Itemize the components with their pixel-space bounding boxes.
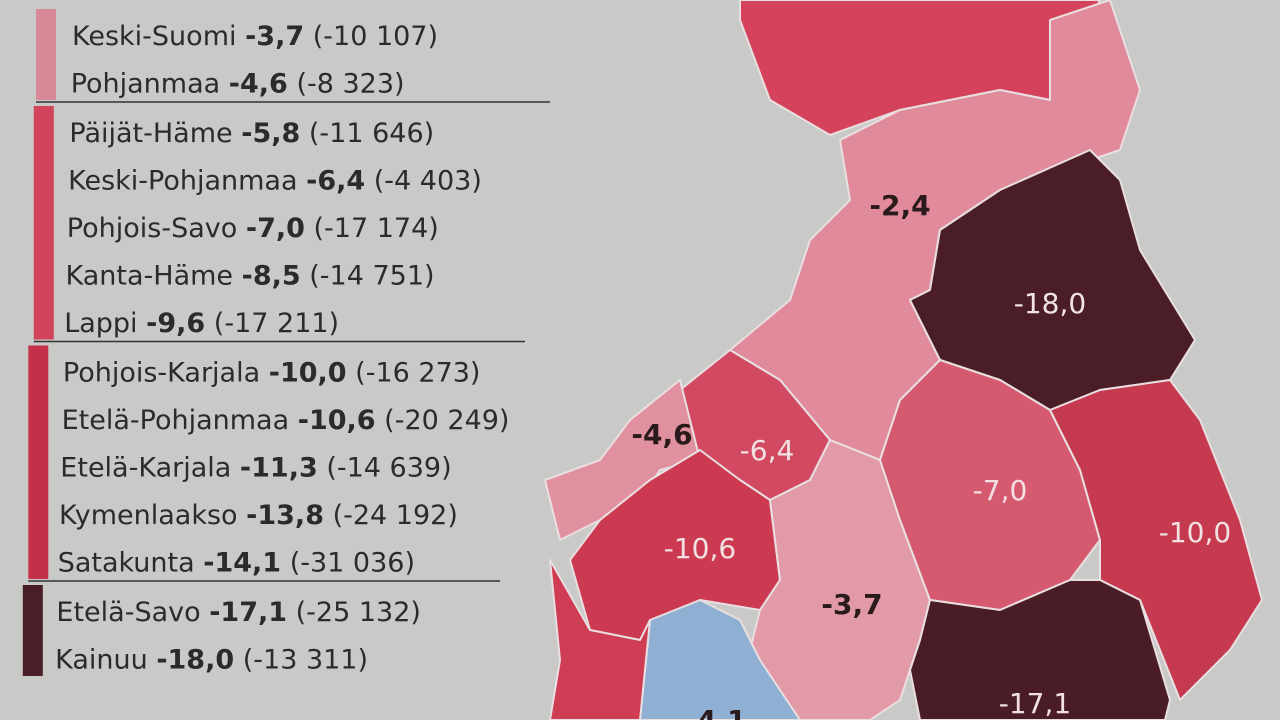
change-percent: -7,0 bbox=[246, 213, 305, 244]
group-swatch bbox=[33, 106, 54, 340]
region-name: Etelä-Pohjanmaa bbox=[62, 405, 290, 436]
region-name: Kainuu bbox=[55, 645, 148, 676]
legend-row: Etelä-Savo -17,1 (-25 132) bbox=[56, 597, 421, 628]
legend-row: Keski-Suomi -3,7 (-10 107) bbox=[72, 21, 438, 52]
change-percent: -18,0 bbox=[156, 645, 234, 676]
region bbox=[909, 579, 1171, 720]
change-count: (-17 174) bbox=[314, 213, 439, 244]
region-name: Päijät-Häme bbox=[69, 118, 232, 149]
change-count: (-25 132) bbox=[296, 597, 421, 628]
legend-row: Päijät-Häme -5,8 (-11 646) bbox=[69, 118, 434, 149]
region-name: Keski-Suomi bbox=[72, 21, 237, 52]
change-percent: -6,4 bbox=[306, 166, 365, 197]
change-count: (-24 192) bbox=[333, 500, 458, 531]
region-name: Lappi bbox=[64, 308, 137, 339]
change-percent: -3,7 bbox=[245, 21, 304, 52]
region bbox=[639, 599, 801, 720]
map-label: -4,6 bbox=[631, 418, 692, 451]
change-count: (-14 639) bbox=[326, 453, 451, 484]
legend: Keski-Suomi -3,7 (-10 107) Pohjanmaa -4,6… bbox=[22, 9, 550, 676]
legend-row: Kymenlaakso -13,8 (-24 192) bbox=[59, 500, 458, 531]
region-name: Kymenlaakso bbox=[59, 500, 238, 531]
change-count: (-10 107) bbox=[313, 21, 438, 52]
change-percent: -9,6 bbox=[146, 308, 205, 339]
legend-row: Etelä-Karjala -11,3 (-14 639) bbox=[60, 453, 451, 484]
change-count: (-11 646) bbox=[309, 118, 434, 149]
legend-row: Satakunta -14,1 (-31 036) bbox=[58, 548, 415, 579]
legend-row: Kainuu -18,0 (-13 311) bbox=[55, 645, 368, 676]
change-percent: -17,1 bbox=[209, 597, 287, 628]
group-swatch bbox=[36, 9, 56, 100]
legend-row: Etelä-Pohjanmaa -10,6 (-20 249) bbox=[62, 405, 510, 436]
legend-row: Keski-Pohjanmaa -6,4 (-4 403) bbox=[68, 166, 482, 197]
region-name: Pohjanmaa bbox=[71, 69, 221, 100]
change-percent: -5,8 bbox=[241, 118, 300, 149]
map-labels: -2,4 -18,0 -4,6 -6,4 -7,0 -10,0 -10,6 -3,7 -17,1… bbox=[631, 189, 1231, 720]
map-label: -2,4 bbox=[869, 189, 930, 222]
legend-row: Lappi -9,6 (-17 211) bbox=[64, 308, 339, 339]
change-percent: -10,0 bbox=[269, 358, 347, 389]
change-count: (-20 249) bbox=[384, 405, 509, 436]
region-name: Etelä-Savo bbox=[56, 597, 200, 628]
change-percent: -8,5 bbox=[242, 261, 301, 292]
map-label: -6,4 bbox=[740, 434, 795, 467]
region bbox=[879, 359, 1101, 611]
legend-row: Pohjois-Karjala -10,0 (-16 273) bbox=[63, 358, 481, 389]
legend-row: Pohjois-Savo -7,0 (-17 174) bbox=[67, 213, 439, 244]
change-percent: -4,6 bbox=[229, 69, 288, 100]
map-label: -3,7 bbox=[821, 588, 882, 621]
region-name: Pohjois-Karjala bbox=[63, 358, 260, 389]
region bbox=[1049, 379, 1263, 701]
change-count: (-31 036) bbox=[290, 548, 415, 579]
region-name: Keski-Pohjanmaa bbox=[68, 166, 297, 197]
map-label: -4,1 bbox=[685, 704, 746, 720]
change-count: (-17 211) bbox=[214, 308, 339, 339]
change-count: (-4 403) bbox=[374, 166, 482, 197]
map-label: -7,0 bbox=[973, 474, 1028, 507]
map-label: -10,6 bbox=[664, 532, 736, 565]
change-count: (-8 323) bbox=[296, 69, 404, 100]
region-name: Satakunta bbox=[58, 548, 195, 579]
region bbox=[569, 449, 781, 641]
change-percent: -11,3 bbox=[240, 453, 318, 484]
region-name: Kanta-Häme bbox=[66, 261, 234, 292]
region-name: Pohjois-Savo bbox=[67, 213, 237, 244]
group-swatch bbox=[22, 585, 43, 676]
group-swatch bbox=[28, 345, 49, 579]
map-label: -18,0 bbox=[1014, 287, 1086, 320]
change-count: (-14 751) bbox=[309, 261, 434, 292]
change-count: (-16 273) bbox=[355, 358, 480, 389]
change-percent: -10,6 bbox=[298, 405, 376, 436]
legend-row: Pohjanmaa -4,6 (-8 323) bbox=[71, 69, 405, 100]
region-name: Etelä-Karjala bbox=[60, 453, 231, 484]
region bbox=[549, 559, 651, 720]
change-percent: -14,1 bbox=[203, 548, 281, 579]
map-label: -17,1 bbox=[999, 687, 1071, 720]
change-count: (-13 311) bbox=[243, 645, 368, 676]
legend-row: Kanta-Häme -8,5 (-14 751) bbox=[66, 261, 435, 292]
map-label: -10,0 bbox=[1159, 516, 1231, 549]
regions bbox=[544, 0, 1263, 720]
change-percent: -13,8 bbox=[246, 500, 324, 531]
